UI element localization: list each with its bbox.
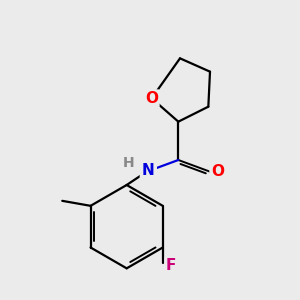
Text: F: F: [166, 258, 176, 273]
Text: O: O: [145, 91, 158, 106]
Text: H: H: [122, 156, 134, 170]
Text: O: O: [211, 164, 224, 179]
Text: N: N: [142, 163, 155, 178]
